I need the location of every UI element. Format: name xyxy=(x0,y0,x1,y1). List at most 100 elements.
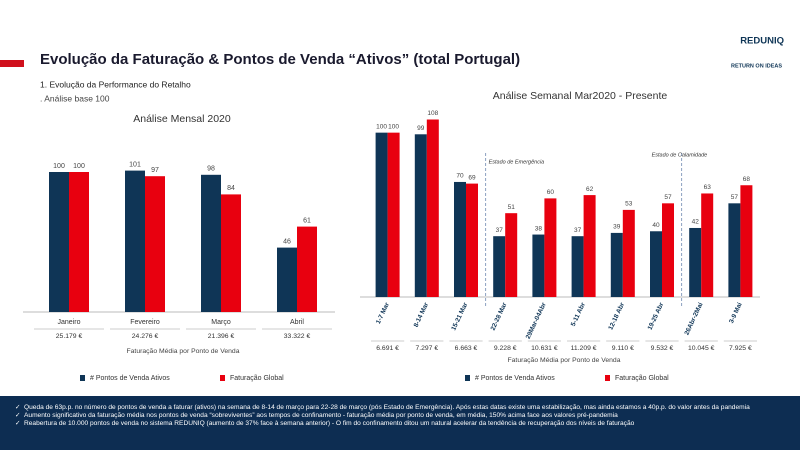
legend-swatch xyxy=(80,375,85,381)
row-value: 6.691 € xyxy=(376,345,399,352)
bar xyxy=(125,170,145,312)
bar xyxy=(201,174,221,312)
chart-title: Análise Mensal 2020 xyxy=(133,113,231,125)
legend-label: Faturação Global xyxy=(615,375,669,382)
bullet: Queda de 63p.p. no número de pontos de v… xyxy=(15,404,790,412)
bar xyxy=(277,247,297,312)
bar xyxy=(414,134,427,297)
data-label: 99 xyxy=(417,125,425,132)
x-tick-label: 12-18 Abr xyxy=(607,301,626,331)
data-label: 68 xyxy=(743,176,751,183)
bar xyxy=(145,176,165,312)
bar xyxy=(297,226,317,312)
data-label: 42 xyxy=(692,219,700,226)
bar xyxy=(532,234,545,297)
data-label: 57 xyxy=(664,194,672,201)
legend-label: # Pontos de Venda Ativos xyxy=(90,375,170,382)
x-tick-label: 29Mar-04Abr xyxy=(525,301,548,340)
bullet: Aumento significativo da faturação média… xyxy=(15,412,790,420)
bar xyxy=(221,194,241,312)
footer: Queda de 63p.p. no número de pontos de v… xyxy=(0,396,800,450)
x-tick-label: 3-9 Mai xyxy=(728,301,744,324)
logo2: RETURN ON IDEAS xyxy=(731,63,782,69)
x-tick-label: 5-11 Abr xyxy=(570,301,587,327)
accent-bar xyxy=(0,60,24,67)
row-value: 21.396 € xyxy=(208,333,235,340)
x-tick-label: 1-7 Mar xyxy=(375,301,391,325)
row-value: 9.110 € xyxy=(612,345,634,352)
x-tick-label: Fevereiro xyxy=(130,319,160,326)
bar xyxy=(728,203,741,297)
data-label: 60 xyxy=(547,189,555,196)
bar xyxy=(740,185,753,297)
x-tick-label: 19-25 Abr xyxy=(647,301,666,331)
note: . Análise base 100 xyxy=(40,93,110,103)
bar xyxy=(493,236,506,297)
data-label: 100 xyxy=(376,123,387,130)
row-label: Faturação Média por Ponto de Venda xyxy=(127,348,240,355)
data-label: 97 xyxy=(151,167,159,174)
bar xyxy=(505,213,518,297)
x-tick-label: 15-21 Mar xyxy=(450,301,469,332)
row-value: 24.276 € xyxy=(132,333,159,340)
chart-title: Análise Semanal Mar2020 - Presente xyxy=(493,90,668,102)
row-value: 10.631 € xyxy=(531,345,558,352)
data-label: 53 xyxy=(625,201,633,208)
row-value: 33.322 € xyxy=(284,333,311,340)
annotation: Estado de Calamidade xyxy=(652,152,708,158)
x-tick-label: Março xyxy=(211,319,231,326)
bar xyxy=(650,231,662,297)
data-label: 57 xyxy=(731,194,739,201)
bar xyxy=(375,132,388,297)
title: Evolução da Faturação & Pontos de Venda … xyxy=(40,51,520,68)
bar xyxy=(701,193,714,297)
data-label: 100 xyxy=(53,163,65,170)
data-label: 69 xyxy=(468,174,476,181)
annotation: Estado de Emergência xyxy=(489,159,545,165)
legend-swatch xyxy=(220,375,225,381)
data-label: 46 xyxy=(283,238,291,245)
legend-swatch xyxy=(605,375,610,381)
data-label: 51 xyxy=(508,204,516,211)
bar xyxy=(610,232,623,297)
bullet: Reabertura de 10.000 pontos de venda no … xyxy=(15,420,790,428)
x-tick-label: 26Abr-2Mai xyxy=(683,301,704,336)
x-tick-label: Abril xyxy=(290,319,304,326)
row-value: 25.179 € xyxy=(56,333,83,340)
data-label: 62 xyxy=(586,186,594,193)
data-label: 61 xyxy=(303,217,311,224)
legend-label: Faturação Global xyxy=(230,375,284,382)
bar xyxy=(583,195,596,297)
data-label: 39 xyxy=(613,224,621,231)
data-label: 37 xyxy=(496,227,504,234)
row-value: 7.297 € xyxy=(415,345,438,352)
bar xyxy=(49,172,69,312)
row-value: 7.925 € xyxy=(729,345,752,352)
bar xyxy=(387,132,400,297)
data-label: 38 xyxy=(535,225,543,232)
data-label: 84 xyxy=(227,185,235,192)
row-label: Faturação Média por Ponto de Venda xyxy=(508,357,621,364)
subtitle: 1. Evolução da Performance do Retalho xyxy=(40,79,191,89)
bar xyxy=(622,209,635,297)
slide-svg: Evolução da Faturação & Pontos de Venda … xyxy=(0,36,784,382)
x-tick-label: Janeiro xyxy=(58,319,81,326)
x-tick-label: 22-28 Mar xyxy=(490,301,509,332)
row-value: 9.228 € xyxy=(494,345,517,352)
data-label: 108 xyxy=(427,110,438,117)
data-label: 63 xyxy=(704,184,712,191)
data-label: 100 xyxy=(388,123,399,130)
x-tick-label: 8-14 Mar xyxy=(413,301,431,328)
bar xyxy=(689,227,702,297)
data-label: 70 xyxy=(456,173,464,180)
legend-label: # Pontos de Venda Ativos xyxy=(475,375,555,382)
data-label: 37 xyxy=(574,227,582,234)
data-label: 101 xyxy=(129,161,141,168)
bar xyxy=(454,181,466,297)
row-value: 6.663 € xyxy=(455,345,478,352)
data-label: 98 xyxy=(207,166,215,173)
data-label: 40 xyxy=(652,222,660,229)
row-value: 11.209 € xyxy=(571,345,597,352)
